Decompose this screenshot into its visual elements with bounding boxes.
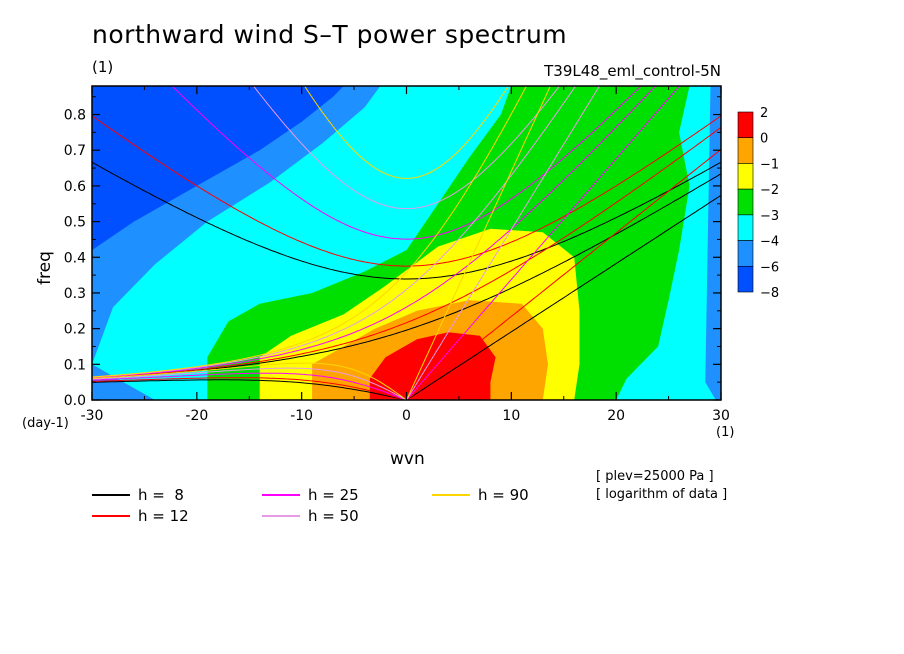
x-tick-label: 10 [502,408,520,424]
y-axis-label: freq [34,251,55,285]
colorbar-label: 0 [760,132,768,147]
colorbar-label: −1 [760,157,779,172]
note-log: [ logarithm of data ] [596,487,728,502]
y-tick-label: 0.5 [64,215,86,231]
legend-item-h25: h = 25 [262,486,359,504]
x-axis-label: wvn [390,449,425,469]
dispersion-curve [406,86,681,400]
x-tick-label: -30 [81,408,104,424]
contour-fields [92,86,721,400]
contour-region-6 [369,332,496,400]
colorbar-label: −6 [760,260,779,275]
x-tick-label: 20 [607,408,625,424]
colorbar-label: −3 [760,209,779,224]
legend-swatch [92,494,130,496]
note-plev: [ plev=25000 Pa ] [596,469,714,484]
y-tick-label: 0.7 [64,143,86,159]
y-tick-label: 0.6 [64,179,86,195]
legend-label: h = 25 [308,486,359,504]
dispersion-curve [92,362,407,400]
contour-region-1 [92,86,344,251]
legend-item-h12: h = 12 [92,507,189,525]
dispersion-curve [92,115,721,267]
colorbar-label: −4 [760,235,779,250]
colorbar-swatch [737,137,754,164]
run-label: T39L48_eml_control-5N [544,62,721,80]
colorbar-swatch [737,240,754,267]
y-tick-label: 0.3 [64,286,86,302]
dispersion-curve [92,86,577,378]
legend-swatch [262,515,300,517]
y-axis-unit: (day-1) [22,416,69,431]
legend-swatch [432,494,470,496]
x-axis: -30 -20 -10 0 10 20 30 [81,86,730,424]
colorbar-swatch [737,188,754,216]
dispersion-curve [406,86,551,400]
dispersion-curve [171,86,642,240]
colorbar-swatch [737,163,754,190]
legend-swatch [262,494,300,496]
dispersion-curve [92,86,528,378]
dispersion-curve [92,86,657,378]
colorbar-label: −2 [760,183,779,198]
legend-label: h = 12 [138,507,189,525]
dispersion-curve [92,379,407,400]
dispersion-curve [92,126,721,379]
x-axis-unit: (1) [716,425,735,440]
dispersion-curve [252,86,561,210]
x-tick-label: -10 [290,408,313,424]
x-tick-label: -20 [185,408,208,424]
dispersion-curve [92,377,407,400]
y-tick-label: 0.4 [64,250,86,266]
legend-item-h90: h = 90 [432,486,529,504]
colorbar-swatch [737,265,754,293]
x-tick-label: 30 [712,408,730,424]
colorbar: 2 0 −1 −2 −3 −4 −6 −8 [737,106,779,301]
chart-subtitle: (1) [92,58,114,76]
y-tick-label: 0.2 [64,322,86,338]
colorbar-swatch [737,111,754,139]
dispersion-curve [92,367,407,400]
dispersion-curves [92,86,721,400]
colorbar-label: −8 [760,286,779,301]
y-tick-label: 0.8 [64,108,86,124]
dispersion-curve [304,86,509,179]
y-tick-label: 0.0 [64,393,86,409]
dispersion-curve [406,86,601,400]
legend-label: h = 8 [138,486,184,504]
dispersion-curve [406,194,721,400]
dispersion-curve [92,161,721,280]
y-axis: 0.0 0.1 0.2 0.3 0.4 0.5 0.6 0.7 0.8 [64,96,721,409]
x-tick-label: 0 [402,408,411,424]
dispersion-curve [406,148,721,400]
chart-title: northward wind S–T power spectrum [92,20,568,49]
legend-swatch [92,515,130,517]
y-tick-label: 0.1 [64,357,86,373]
legend-item-h50: h = 50 [262,507,359,525]
legend-label: h = 50 [308,507,359,525]
legend-item-h8: h = 8 [92,486,184,504]
colorbar-label: 2 [760,106,768,121]
dispersion-curve [92,372,407,400]
legend-label: h = 90 [478,486,529,504]
colorbar-swatch [737,214,754,241]
